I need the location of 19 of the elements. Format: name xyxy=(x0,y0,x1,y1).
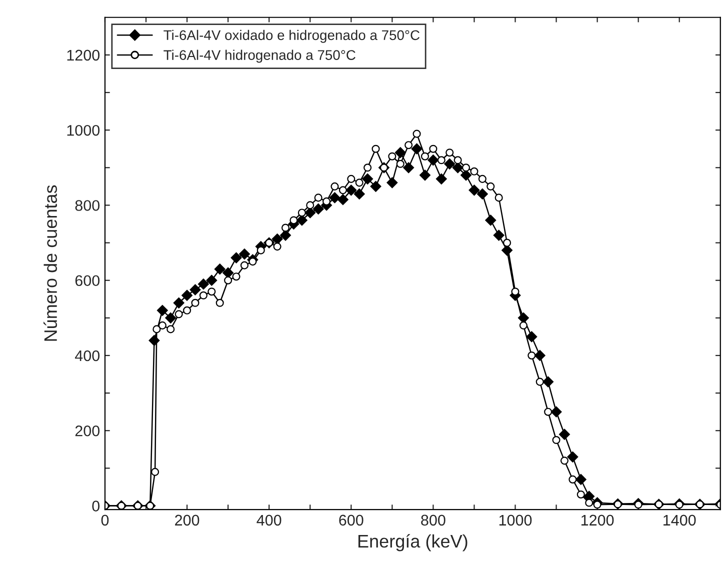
y-axis-title: Número de cuentas xyxy=(44,185,58,341)
x-tick-label: 200 xyxy=(175,514,200,526)
y-tick-label: 600 xyxy=(75,275,100,286)
y-tick-label: 400 xyxy=(74,350,100,362)
x-tick-label: 600 xyxy=(339,514,364,526)
legend-label: Ti-6Al-4V oxidado e hidrogenado a 750°C xyxy=(164,30,420,43)
y-tick-label: 1000 xyxy=(67,124,100,136)
y-tick-label: 0 xyxy=(92,500,100,512)
legend-label: Ti-6Al-4V hidrogenado a 750°C xyxy=(164,50,356,63)
x-tick-label: 0 xyxy=(101,514,109,526)
y-tick-label: 1200 xyxy=(67,50,100,61)
y-tick-label: 200 xyxy=(75,425,100,436)
x-tick-label: 1000 xyxy=(499,514,532,526)
x-tick-label: 1200 xyxy=(581,514,614,526)
x-tick-label: 800 xyxy=(421,514,446,526)
x-axis-title: Energía (keV) xyxy=(358,534,468,552)
y-tick-label: 800 xyxy=(75,200,100,211)
x-tick-label: 400 xyxy=(256,514,282,526)
x-tick-label: 1400 xyxy=(664,514,696,526)
